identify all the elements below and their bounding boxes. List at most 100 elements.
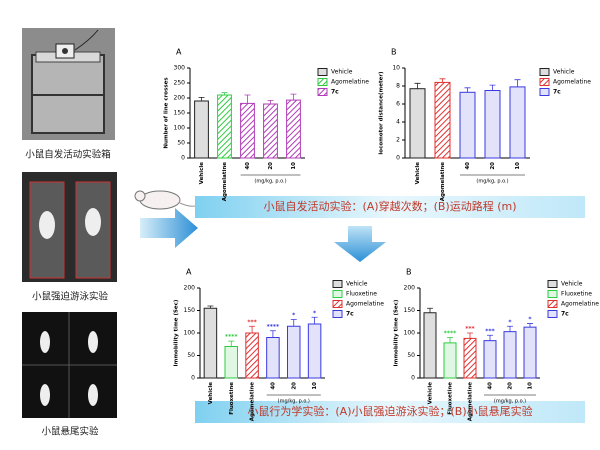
panel-label: B	[406, 268, 412, 277]
error-bar	[507, 325, 513, 332]
photo-caption: 小鼠悬尾实验	[41, 426, 99, 438]
y-axis-label: Immobility time (Sec)	[174, 299, 180, 366]
error-bar	[244, 94, 251, 104]
x-tick-label: Vehicle	[208, 382, 214, 405]
y-tick-label: 0	[411, 375, 415, 382]
x-tick-label: Fluoxetine	[448, 382, 454, 415]
y-tick-label: 0	[181, 155, 185, 162]
panel-label: A	[176, 48, 182, 57]
y-tick-label: 150	[174, 110, 186, 117]
banner-text: 小鼠行为学实验：(A)小鼠强迫游泳实验；(B)小鼠悬尾实验	[247, 404, 532, 418]
significance: ****	[444, 330, 457, 337]
bar	[434, 81, 451, 159]
y-tick-label: 50	[177, 140, 185, 147]
x-tick-label: 10	[528, 382, 534, 390]
x-tick-label: 10	[515, 162, 521, 170]
banner	[195, 401, 585, 423]
error-bar	[290, 319, 297, 327]
x-tick-label: 40	[488, 382, 494, 390]
error-bar	[267, 100, 274, 104]
legend-label: Fluoxetine	[561, 291, 592, 298]
error-bar	[427, 307, 433, 313]
significance: ***	[247, 319, 257, 326]
error-bar	[439, 78, 446, 83]
y-axis-label: locomotor distance(meter)	[379, 71, 385, 155]
mouse-icon	[134, 190, 206, 210]
y-tick-label: 50	[407, 352, 415, 359]
legend-label: Vehicle	[346, 281, 368, 288]
x-tick-label: Agomelatine	[250, 382, 256, 421]
y-tick-label: 6	[396, 101, 400, 108]
y-tick-label: 100	[404, 330, 416, 337]
bar	[194, 100, 209, 159]
x-tick-label: 40	[465, 162, 471, 170]
error-bar	[487, 334, 493, 341]
bar	[287, 325, 301, 379]
bar	[266, 337, 280, 379]
significance: ****	[225, 334, 238, 341]
bar	[459, 91, 476, 159]
bar	[217, 94, 232, 159]
x-tick-label: Agomelatine	[440, 162, 446, 201]
legend-swatch	[539, 88, 550, 96]
significance: *	[508, 319, 512, 326]
legend-swatch	[317, 78, 328, 86]
bar	[409, 88, 426, 159]
y-tick-label: 150	[404, 307, 416, 314]
photo-caption: 小鼠自发活动实验箱	[25, 149, 111, 161]
error-bar	[464, 87, 471, 93]
legend-swatch	[539, 68, 550, 76]
photo-activity-box	[22, 28, 115, 140]
banner	[195, 196, 585, 218]
y-tick-label: 0	[396, 155, 400, 162]
bar	[245, 332, 259, 379]
legend-label: Agomelatine	[553, 79, 591, 86]
error-bar	[311, 316, 318, 324]
x-tick-label: Vehicle	[415, 162, 421, 185]
bar	[503, 331, 517, 379]
bar	[286, 99, 301, 159]
x-tick-label: 40	[245, 162, 251, 170]
error-bar	[207, 305, 214, 309]
x-tick-label: 20	[490, 162, 496, 170]
y-tick-label: 100	[174, 125, 186, 132]
legend-label: 7c	[553, 89, 561, 96]
x-tick-label: Agomelatine	[468, 382, 474, 421]
group-label: (mg/kg, p.o.)	[254, 179, 286, 185]
y-tick-label: 150	[184, 307, 196, 314]
x-tick-label: Vehicle	[199, 162, 205, 185]
error-bar	[514, 79, 521, 87]
legend-swatch	[547, 280, 558, 288]
legend-label: Agomelatine	[331, 79, 369, 86]
legend-swatch	[332, 300, 343, 308]
arrow	[140, 208, 198, 248]
error-bar	[414, 82, 421, 89]
photo-caption: 小鼠强迫游泳实验	[32, 291, 109, 303]
photo-tail-test	[22, 312, 117, 418]
arrow	[334, 226, 386, 262]
y-tick-label: 200	[174, 95, 186, 102]
bar	[523, 326, 537, 379]
bar	[484, 90, 501, 159]
legend-label: 7c	[561, 311, 569, 318]
significance: *	[292, 312, 296, 319]
y-tick-label: 250	[174, 80, 186, 87]
y-tick-label: 8	[396, 83, 400, 90]
bar	[203, 307, 218, 379]
panel-label: A	[186, 268, 192, 277]
banner-text: 小鼠自发活动实验：(A)穿越次数；(B)运动路程 (m)	[263, 199, 516, 213]
y-tick-label: 200	[404, 285, 416, 292]
significance: ***	[485, 328, 495, 335]
bar	[307, 323, 322, 379]
y-tick-label: 50	[187, 352, 195, 359]
legend-swatch	[317, 68, 328, 76]
y-tick-label: 10	[392, 65, 400, 72]
legend-swatch	[547, 290, 558, 298]
y-axis-label: Number of line crosses	[164, 77, 170, 149]
x-tick-label: Agomelatine	[222, 162, 228, 201]
x-tick-label: 20	[508, 382, 514, 390]
legend-label: 7c	[331, 89, 339, 96]
bar	[423, 312, 437, 379]
legend-swatch	[332, 290, 343, 298]
